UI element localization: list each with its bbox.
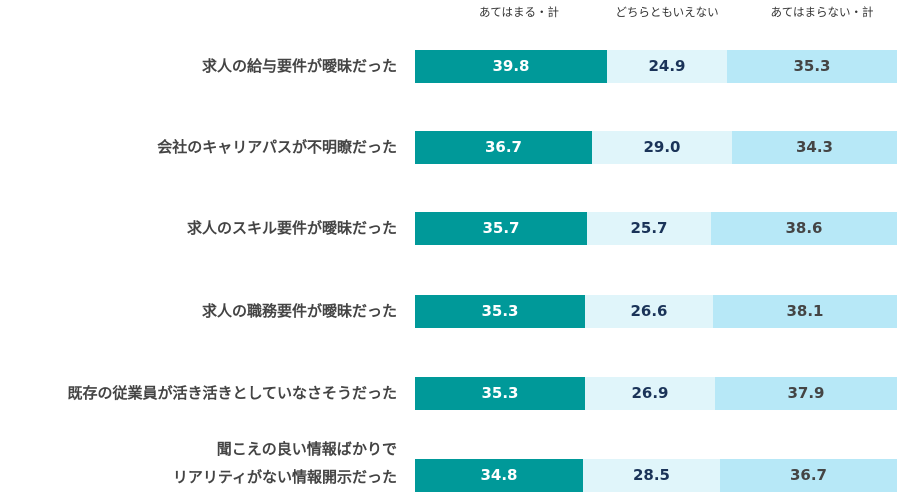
bar-value-label: 37.9 xyxy=(787,383,825,402)
legend-item: あてはまる・計 xyxy=(478,5,560,19)
bar-value-label: 38.1 xyxy=(786,301,824,320)
bar-segment xyxy=(587,211,711,245)
bar-segment xyxy=(415,49,607,83)
category-label-line: 聞こえの良い情報ばかりで xyxy=(216,440,397,458)
bar-value-label: 35.3 xyxy=(481,383,519,402)
bar-segment xyxy=(585,376,715,410)
bar-segment xyxy=(583,458,720,492)
bar-segment xyxy=(732,130,897,164)
category-label: 求人の職務要件が曖昧だった xyxy=(202,297,397,325)
bar-value-label: 36.7 xyxy=(484,137,522,156)
bar-value-label: 25.7 xyxy=(630,218,668,237)
category-label-line: 既存の従業員が活き活きとしていなさそうだった xyxy=(67,384,397,402)
bar-value-label: 26.9 xyxy=(631,383,669,402)
category-label: 既存の従業員が活き活きとしていなさそうだった xyxy=(67,379,397,407)
bar-value-label: 24.9 xyxy=(648,56,686,75)
legend-item: あてはまらない・計 xyxy=(770,5,874,19)
bar-segment xyxy=(592,130,732,164)
bar-segment xyxy=(415,130,592,164)
bar-value-label: 35.3 xyxy=(793,56,831,75)
bar-value-label: 26.6 xyxy=(630,301,668,320)
bar-segment xyxy=(415,458,583,492)
bar-value-label: 34.3 xyxy=(795,137,833,156)
category-label-line: 求人の職務要件が曖昧だった xyxy=(201,302,397,320)
bar-value-label: 34.8 xyxy=(480,465,518,484)
bar-segment xyxy=(713,294,897,328)
bar-segment xyxy=(727,49,897,83)
bar-value-label: 28.5 xyxy=(632,465,670,484)
bar-segment xyxy=(715,376,897,410)
bar-value-label: 39.8 xyxy=(492,56,530,75)
bar-segment xyxy=(607,49,727,83)
legend-item: どちらともいえない xyxy=(615,5,719,19)
bar-value-label: 36.7 xyxy=(789,465,827,484)
category-label: 求人のスキル要件が曖昧だった xyxy=(187,214,397,242)
bar-segment xyxy=(711,211,897,245)
category-label: 聞こえの良い情報ばかりでリアリティがない情報開示だった xyxy=(173,435,397,491)
bar-segment xyxy=(720,458,897,492)
bar-value-label: 29.0 xyxy=(643,137,681,156)
bar-segment xyxy=(585,294,713,328)
category-label-line: 会社のキャリアパスが不明瞭だった xyxy=(157,138,397,156)
category-label-line: 求人の給与要件が曖昧だった xyxy=(201,57,397,75)
bar-value-label: 35.3 xyxy=(481,301,519,320)
bar-segment xyxy=(415,376,585,410)
bar-value-label: 38.6 xyxy=(785,218,823,237)
bar-segment xyxy=(415,294,585,328)
bar-value-label: 35.7 xyxy=(482,218,520,237)
bar-segment xyxy=(415,211,587,245)
category-label: 求人の給与要件が曖昧だった xyxy=(202,52,397,80)
category-label-line: 求人のスキル要件が曖昧だった xyxy=(186,219,397,237)
category-label: 会社のキャリアパスが不明瞭だった xyxy=(157,133,397,161)
category-label-line: リアリティがない情報開示だった xyxy=(172,468,397,486)
